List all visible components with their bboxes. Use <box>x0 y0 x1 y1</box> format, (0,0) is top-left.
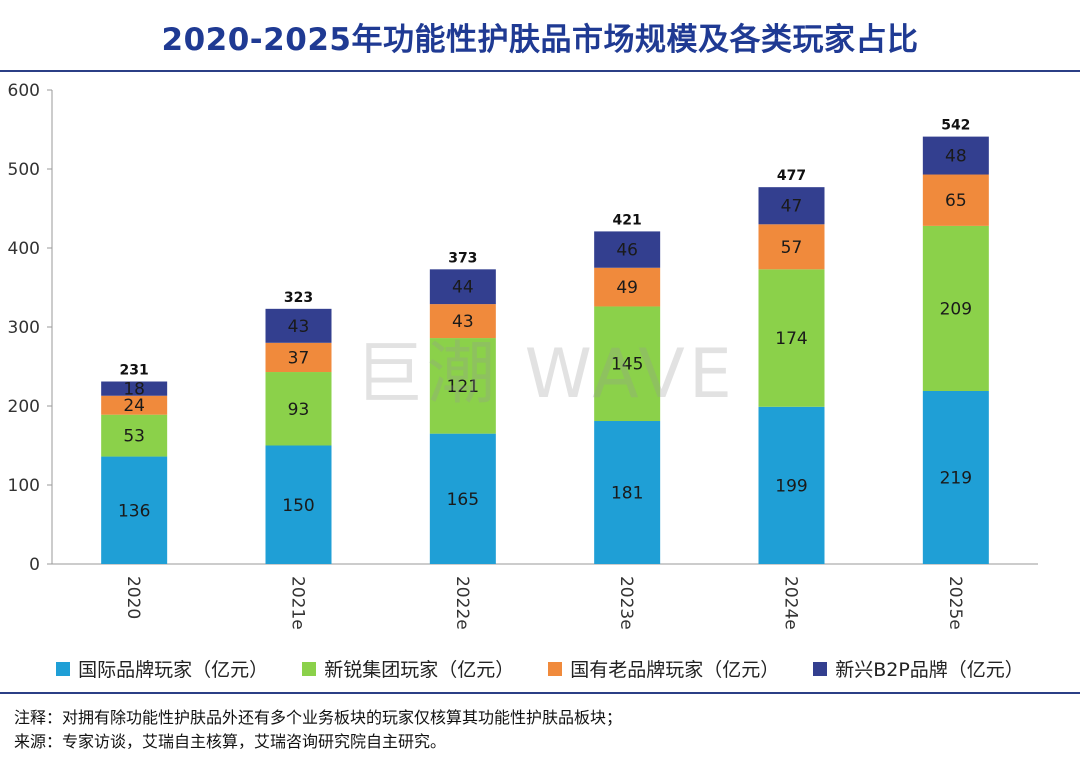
bar-segment <box>265 308 332 343</box>
data-label: 47 <box>781 197 803 217</box>
total-label: 323 <box>284 290 313 306</box>
footnotes: 注释：对拥有除功能性护肤品外还有多个业务板块的玩家仅核算其功能性护肤品板块； 来… <box>14 706 622 754</box>
bar-segment <box>101 381 168 396</box>
total-label: 477 <box>777 168 806 184</box>
legend-item-b2p: 新兴B2P品牌（亿元） <box>813 655 1024 682</box>
data-label: 93 <box>288 400 310 420</box>
x-tick-label: 2023e <box>616 576 636 630</box>
legend-swatch <box>813 661 828 676</box>
bar-segment <box>101 456 168 564</box>
legend-label: 新锐集团玩家（亿元） <box>324 659 515 681</box>
bar-segment <box>922 174 989 226</box>
bar-segment <box>265 342 332 373</box>
bar-segment <box>101 414 168 457</box>
legend-swatch <box>56 661 71 676</box>
total-label: 542 <box>941 118 970 134</box>
legend: 国际品牌玩家（亿元） 新锐集团玩家（亿元） 国有老品牌玩家（亿元） 新兴B2P品… <box>0 655 1080 682</box>
legend-item-international: 国际品牌玩家（亿元） <box>56 655 268 682</box>
y-tick-label: 200 <box>8 397 40 417</box>
data-label: 199 <box>775 476 807 496</box>
data-label: 209 <box>940 299 972 319</box>
data-label: 44 <box>452 278 474 298</box>
bar-segment <box>429 269 496 305</box>
bar-segment <box>922 225 989 391</box>
data-label: 165 <box>447 490 479 510</box>
data-label: 46 <box>616 241 638 261</box>
bar-segment <box>758 187 825 225</box>
bar-segment <box>758 269 825 407</box>
data-label: 150 <box>282 496 314 516</box>
bar-segment <box>429 304 496 339</box>
y-tick-label: 0 <box>29 555 40 575</box>
legend-swatch <box>548 661 563 676</box>
bar-segment <box>265 445 332 564</box>
data-label: 65 <box>945 191 967 211</box>
note-line: 注释：对拥有除功能性护肤品外还有多个业务板块的玩家仅核算其功能性护肤品板块； <box>14 708 623 727</box>
legend-item-new-group: 新锐集团玩家（亿元） <box>302 655 514 682</box>
bar-segment <box>265 372 332 446</box>
legend-label: 新兴B2P品牌（亿元） <box>835 659 1024 681</box>
data-label: 145 <box>611 355 643 375</box>
legend-item-old-brand: 国有老品牌玩家（亿元） <box>548 655 779 682</box>
bar-segment <box>758 406 825 564</box>
bar-segment <box>101 395 168 415</box>
legend-label: 国际品牌玩家（亿元） <box>78 659 269 681</box>
data-label: 53 <box>123 427 145 447</box>
x-tick-label: 2020 <box>123 576 143 619</box>
bar-segment <box>594 231 661 268</box>
data-label: 49 <box>616 278 638 298</box>
total-label: 421 <box>613 212 642 228</box>
data-label: 43 <box>452 312 474 332</box>
total-label: 231 <box>120 363 149 379</box>
y-tick-label: 100 <box>8 476 40 496</box>
data-label: 37 <box>288 348 310 368</box>
title-divider <box>0 70 1080 72</box>
bar-segment <box>594 267 661 307</box>
data-label: 24 <box>123 396 145 416</box>
data-label: 48 <box>945 147 967 167</box>
x-tick-label: 2025e <box>945 576 965 630</box>
bar-segment <box>594 306 661 422</box>
y-tick-label: 600 <box>8 81 40 101</box>
bar-segment <box>429 433 496 564</box>
data-label: 18 <box>123 380 145 400</box>
y-tick-label: 400 <box>8 239 40 259</box>
x-tick-label: 2022e <box>452 576 472 630</box>
footer-divider <box>0 692 1080 694</box>
data-label: 121 <box>447 377 479 397</box>
x-tick-label: 2021e <box>288 576 308 630</box>
y-tick-label: 500 <box>8 160 40 180</box>
data-label: 219 <box>940 468 972 488</box>
bar-segment <box>922 390 989 564</box>
bar-segment <box>922 136 989 175</box>
chart-title: 2020-2025年功能性护肤品市场规模及各类玩家占比 <box>161 22 919 58</box>
data-label: 43 <box>288 317 310 337</box>
legend-label: 国有老品牌玩家（亿元） <box>570 659 780 681</box>
data-label: 57 <box>781 238 803 258</box>
total-label: 373 <box>448 250 477 266</box>
bar-segment <box>429 338 496 434</box>
data-label: 181 <box>611 484 643 504</box>
legend-swatch <box>302 661 317 676</box>
data-label: 136 <box>118 501 150 521</box>
source-line: 来源：专家访谈，艾瑞自主核算，艾瑞咨询研究院自主研究。 <box>14 732 447 751</box>
y-tick-label: 300 <box>8 318 40 338</box>
bar-segment <box>758 224 825 270</box>
data-label: 174 <box>775 329 807 349</box>
bar-segment <box>594 421 661 564</box>
x-tick-label: 2024e <box>781 576 801 630</box>
